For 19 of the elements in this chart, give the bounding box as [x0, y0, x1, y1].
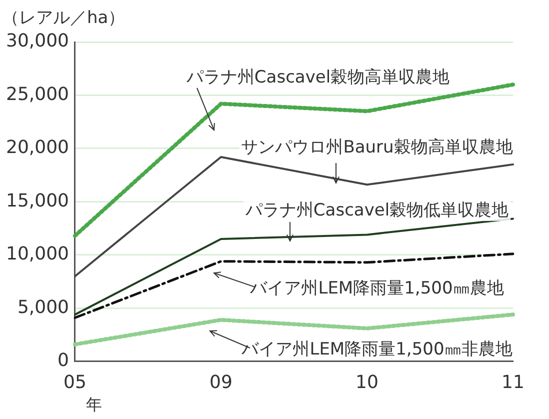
- y-tick-label: 10,000: [6, 244, 69, 265]
- y-tick-label: 5,000: [17, 296, 69, 318]
- x-tick-label: 10: [356, 372, 378, 393]
- line-series: [74, 252, 514, 319]
- y-tick-label: 30,000: [6, 30, 69, 52]
- y-tick-label: 25,000: [6, 84, 69, 105]
- y-tick-label: 0: [58, 350, 69, 372]
- y-tick-label: 20,000: [6, 137, 69, 158]
- series-label: サンパウロ州Bauru穀物高単収農地: [241, 137, 513, 158]
- series-label: バイア州LEM降雨量1,500㎜農地: [249, 278, 504, 298]
- x-tick-label: 09: [210, 372, 232, 393]
- y-axis-title: （レアル／ha）: [2, 7, 126, 29]
- y-tick-label: 15,000: [6, 190, 69, 212]
- series-label: パラナ州Cascavel穀物高単収農地: [185, 67, 450, 88]
- x-tick-label: 11: [502, 372, 524, 393]
- series-label: パラナ州Cascavel穀物低単収農地: [244, 200, 509, 220]
- series-label: バイア州LEM降雨量1,500㎜非農地: [240, 339, 512, 360]
- x-axis-title: 年: [86, 395, 102, 416]
- x-tick-label: 05: [64, 372, 86, 393]
